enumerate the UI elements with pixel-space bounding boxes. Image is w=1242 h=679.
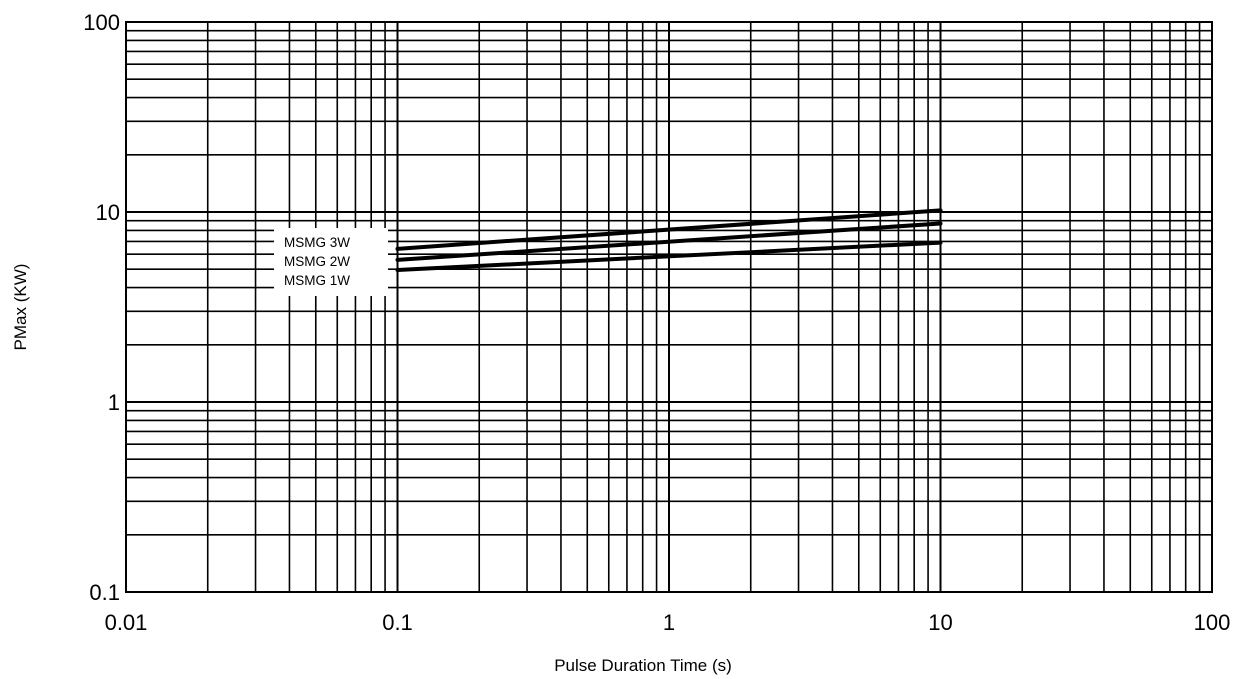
legend: MSMG 3W MSMG 2W MSMG 1W [274,228,388,296]
legend-label-msmg-3w: MSMG 3W [284,235,350,250]
legend-label-msmg-1w: MSMG 1W [284,273,350,288]
x-tick-label: 1 [663,610,675,635]
y-tick-labels: 0.1 1 10 100 [83,10,120,605]
plot-frame [125,21,1213,593]
y-tick-label: 10 [96,200,120,225]
y-tick-label: 100 [83,10,120,35]
x-tick-label: 0.1 [382,610,413,635]
series-line-msmg-2w [395,221,943,262]
series-line-msmg-1w [395,240,943,273]
x-tick-label: 100 [1194,610,1231,635]
y-axis-label: PMax (KW) [11,264,30,351]
series-lines [395,208,943,273]
y-tick-label: 1 [108,390,120,415]
grid [125,22,1212,593]
y-tick-label: 0.1 [89,580,120,605]
x-tick-label: 10 [928,610,952,635]
x-axis-label: Pulse Duration Time (s) [554,656,732,675]
legend-label-msmg-2w: MSMG 2W [284,254,350,269]
series-line-msmg-3w [395,208,943,251]
x-tick-label: 0.01 [105,610,148,635]
legend-box [274,228,388,296]
x-tick-labels: 0.01 0.1 1 10 100 [105,610,1231,635]
